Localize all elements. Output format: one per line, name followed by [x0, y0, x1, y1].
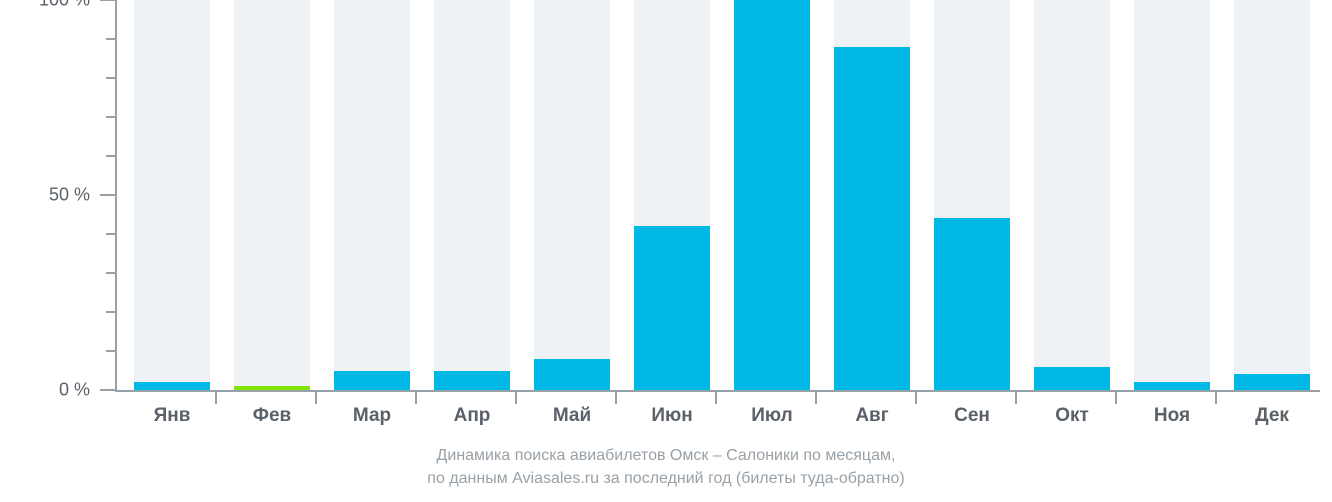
x-tick	[815, 390, 817, 404]
bar	[934, 218, 1010, 390]
bar	[1034, 367, 1110, 390]
caption-line-2: по данным Aviasales.ru за последний год …	[427, 470, 904, 487]
x-axis-label: Июн	[651, 405, 692, 427]
bar	[334, 371, 410, 391]
bar	[634, 226, 710, 390]
x-axis-label: Май	[553, 405, 591, 427]
bar-background	[534, 0, 610, 390]
bar-background	[434, 0, 510, 390]
x-tick	[215, 390, 217, 404]
y-tick-minor	[106, 311, 116, 313]
y-tick-minor	[106, 272, 116, 274]
bar-background	[134, 0, 210, 390]
bar-background	[1234, 0, 1310, 390]
y-tick-minor	[106, 350, 116, 352]
y-tick-major	[100, 389, 116, 391]
bar	[434, 371, 510, 391]
bar	[1134, 382, 1210, 390]
y-tick-minor	[106, 116, 116, 118]
bar-background	[334, 0, 410, 390]
y-tick-major	[100, 0, 116, 1]
x-tick	[715, 390, 717, 404]
y-tick-minor	[106, 77, 116, 79]
x-tick	[615, 390, 617, 404]
caption-line-1: Динамика поиска авиабилетов Омск – Салон…	[437, 447, 896, 464]
y-axis-label: 50 %	[0, 185, 90, 206]
y-axis-label: 0 %	[0, 380, 90, 401]
y-tick-major	[100, 194, 116, 196]
bar-background	[234, 0, 310, 390]
bar	[134, 382, 210, 390]
x-tick	[415, 390, 417, 404]
x-tick	[1015, 390, 1017, 404]
y-axis-label: 100 %	[0, 0, 90, 11]
x-axis-label: Дек	[1255, 405, 1289, 427]
bar-background	[1134, 0, 1210, 390]
x-axis-label: Мар	[353, 405, 391, 427]
x-axis-label: Фев	[253, 405, 291, 427]
x-tick	[915, 390, 917, 404]
x-axis-label: Ноя	[1154, 405, 1190, 427]
x-tick	[515, 390, 517, 404]
y-tick-minor	[106, 155, 116, 157]
x-axis-label: Окт	[1055, 405, 1089, 427]
x-axis-label: Авг	[855, 405, 888, 427]
search-dynamics-chart: 0 % 50 % 100 % Янв Фев Мар Апр Май Июн Июл Авг Сен…	[0, 0, 1332, 502]
x-axis-label: Сен	[954, 405, 990, 427]
bar	[534, 359, 610, 390]
bar	[834, 47, 910, 390]
plot-area	[120, 0, 1320, 390]
chart-caption: Динамика поиска авиабилетов Омск – Салон…	[0, 444, 1332, 490]
x-tick	[1115, 390, 1117, 404]
x-axis-line	[115, 390, 1320, 392]
bar	[734, 0, 810, 390]
y-tick-minor	[106, 38, 116, 40]
x-tick	[315, 390, 317, 404]
bar	[1234, 374, 1310, 390]
x-axis-label: Апр	[454, 405, 491, 427]
y-tick-minor	[106, 233, 116, 235]
bar-background	[1034, 0, 1110, 390]
x-axis-label: Июл	[751, 405, 792, 427]
x-tick	[1215, 390, 1217, 404]
x-axis-label: Янв	[154, 405, 191, 427]
